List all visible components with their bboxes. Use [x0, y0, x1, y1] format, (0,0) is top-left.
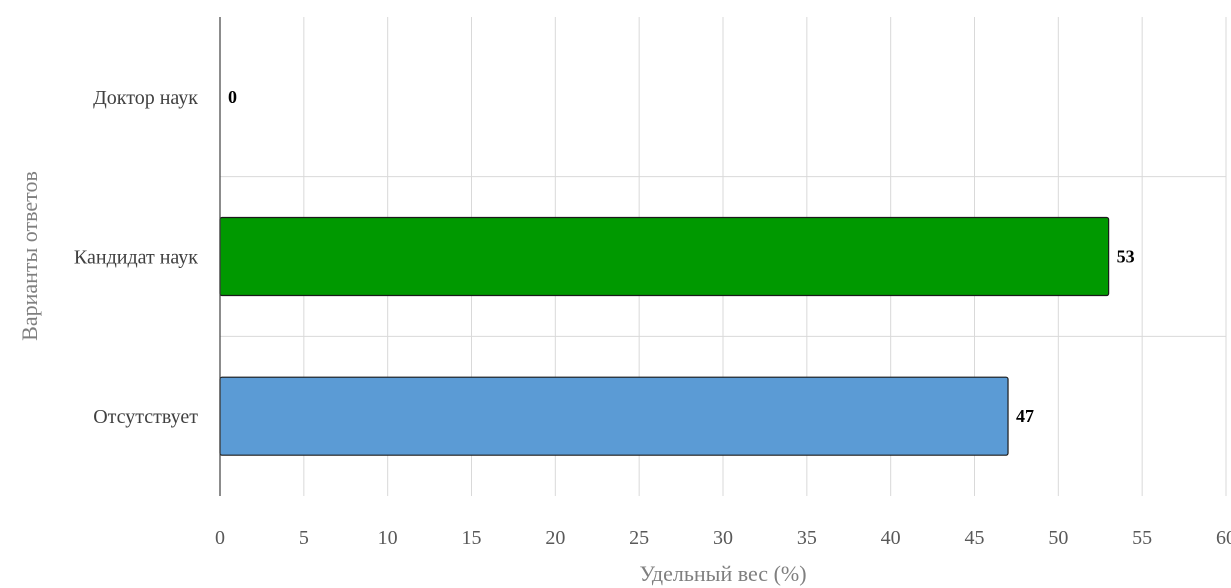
data-label: 47 [1016, 406, 1034, 426]
x-tick-label: 50 [1048, 527, 1068, 549]
x-tick-label: 5 [299, 527, 309, 549]
x-tick-label: 0 [215, 527, 225, 549]
category-labels: Доктор наук Кандидат наук Отсутствует [74, 87, 198, 428]
bar [219, 216, 1110, 297]
data-label: 0 [228, 87, 237, 107]
x-tick-label: 60 [1216, 527, 1231, 549]
category-label: Отсутствует [93, 406, 198, 428]
bars [219, 216, 1110, 456]
x-tick-label: 15 [462, 527, 482, 549]
x-tick-label: 40 [881, 527, 901, 549]
x-tick-label: 10 [378, 527, 398, 549]
x-tick-label: 25 [629, 527, 649, 549]
x-tick-label: 35 [797, 527, 817, 549]
x-axis-title: Удельный вес (%) [639, 561, 806, 586]
x-tick-label: 55 [1132, 527, 1152, 549]
y-axis-title: Варианты ответов [17, 171, 42, 341]
category-label: Кандидат наук [74, 247, 198, 269]
data-labels: 0 53 47 [228, 87, 1135, 426]
bar [219, 376, 1009, 456]
x-tick-label: 45 [965, 527, 985, 549]
x-tick-label: 20 [545, 527, 565, 549]
category-label: Доктор наук [93, 87, 198, 109]
x-tick-label: 30 [713, 527, 733, 549]
data-label: 53 [1117, 247, 1135, 267]
x-tick-labels: 0 5 10 15 20 25 30 35 40 45 50 55 60 [215, 527, 1231, 549]
